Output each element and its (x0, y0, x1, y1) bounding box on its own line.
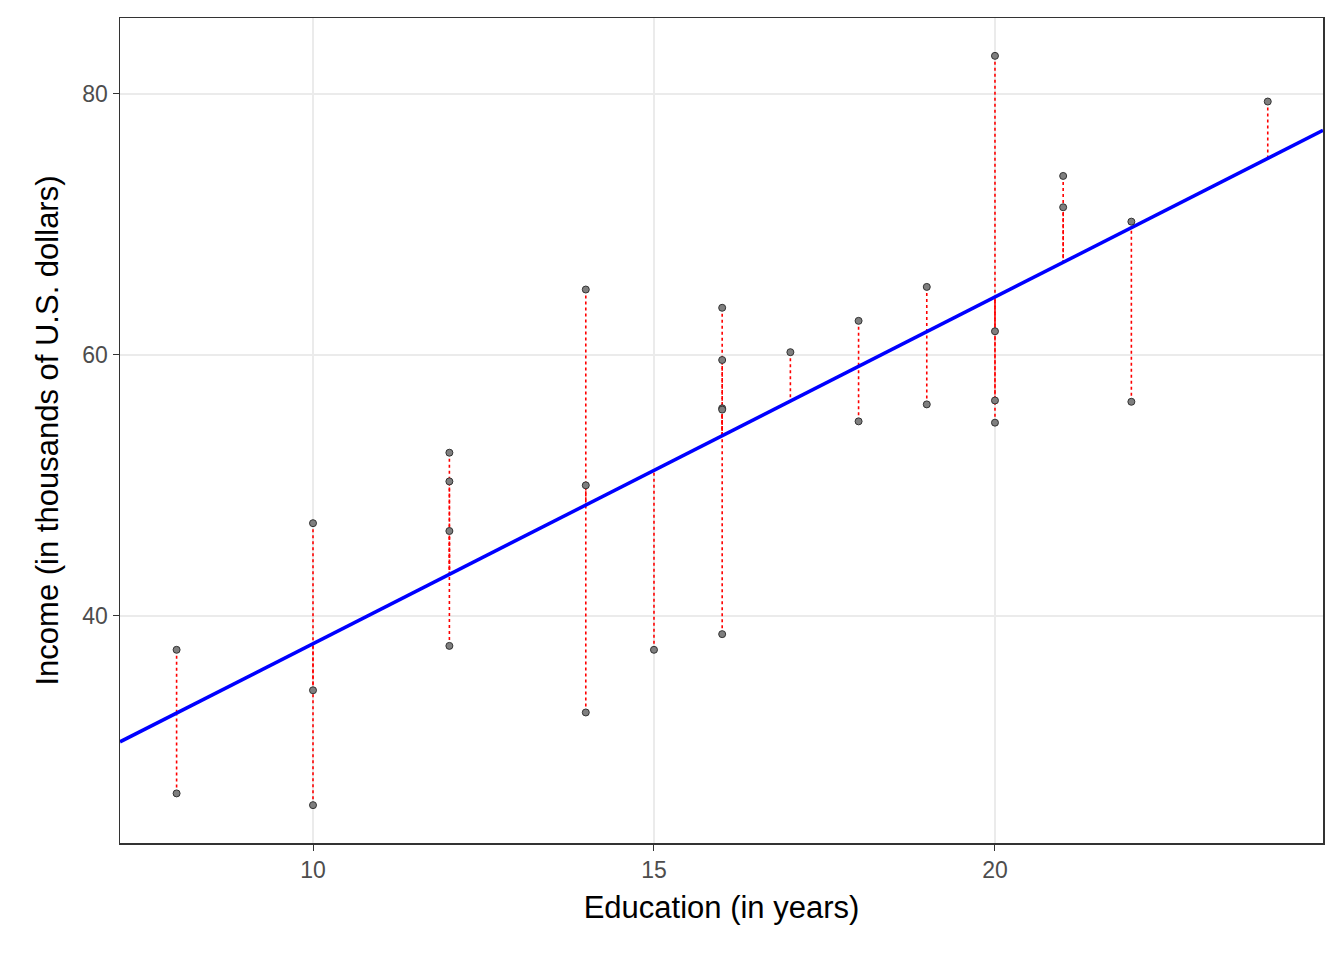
svg-text:20: 20 (982, 857, 1008, 883)
svg-text:Education (in years): Education (in years) (584, 890, 860, 925)
svg-text:Income (in thousands of U.S. d: Income (in thousands of U.S. dollars) (30, 175, 65, 685)
svg-text:80: 80 (82, 81, 108, 107)
svg-text:60: 60 (82, 342, 108, 368)
svg-text:10: 10 (300, 857, 326, 883)
svg-text:15: 15 (641, 857, 667, 883)
svg-text:40: 40 (82, 603, 108, 629)
